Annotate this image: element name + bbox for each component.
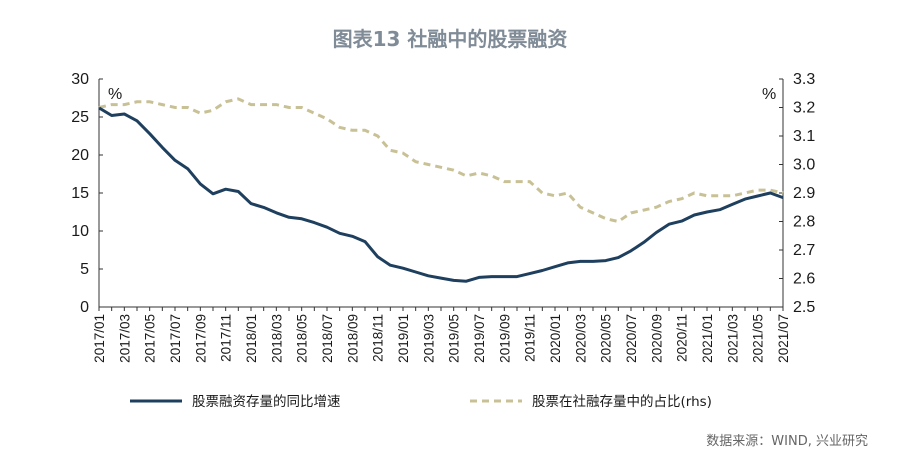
x-axis-tick-label: 2018/07: [320, 314, 335, 363]
x-axis-tick-label: 2018/05: [295, 314, 310, 363]
x-axis-tick-label: 2019/11: [523, 314, 538, 362]
x-axis-tick-label: 2017/11: [219, 314, 234, 362]
right-axis-tick-label: 3.1: [793, 128, 815, 145]
x-axis-tick-label: 2020/09: [649, 314, 664, 363]
series-line-growth: [98, 106, 784, 283]
x-axis-tick-label: 2021/01: [700, 314, 715, 363]
x-axis-tick-label: 2017/05: [143, 314, 158, 363]
right-axis-tick-label: 2.5: [793, 299, 815, 316]
right-axis-tick-label: 2.6: [793, 271, 815, 288]
left-axis-tick-label: 25: [71, 109, 89, 126]
source-note: 数据来源：WIND, 兴业研究: [706, 434, 868, 449]
x-axis-tick-label: 2017/03: [117, 314, 132, 363]
series-lines: [98, 97, 784, 283]
x-axis-tick-label: 2019/07: [472, 314, 487, 363]
x-axis-tick-label: 2019/01: [396, 314, 411, 363]
x-axis-tick-label: 2020/05: [599, 314, 614, 363]
left-axis-unit: %: [108, 86, 122, 103]
x-axis-tick-label: 2019/03: [421, 314, 436, 363]
x-axis-tick-label: 2021/03: [725, 314, 740, 363]
chart-title: 图表13 社融中的股票融资: [333, 27, 568, 51]
x-axis-tick-label: 2021/05: [751, 314, 766, 363]
x-axis-tick-label: 2018/09: [345, 314, 360, 363]
x-axis-tick-label: 2020/07: [624, 314, 639, 363]
right-axis-tick-label: 3.3: [793, 71, 815, 88]
left-axis-tick-label: 10: [71, 223, 89, 240]
x-axis-tick-label: 2019/09: [497, 314, 512, 363]
right-axis-tick-label: 2.9: [793, 185, 815, 202]
right-axis-tick-label: 3.2: [793, 100, 815, 117]
x-axis-tick-label: 2021/07: [776, 314, 791, 363]
ticks: 0 5 10 15 20 25 30 2.5 2.6 2.7 2.8 2.9 3.0 3.1 3.2 3.3 2…: [71, 71, 815, 363]
x-axis-tick-label: 2019/05: [447, 314, 462, 363]
legend: 股票融资存量的同比增速 股票在社融存量中的占比(rhs): [130, 394, 712, 410]
x-axis-tick-label: 2017/07: [168, 314, 183, 363]
left-axis-tick-label: 5: [80, 261, 89, 278]
x-axis-tick-label: 2020/11: [675, 314, 690, 362]
legend-label-series2: 股票在社融存量中的占比(rhs): [532, 394, 712, 410]
left-axis-tick-label: 30: [71, 71, 89, 88]
axes: [98, 79, 784, 308]
x-axis-tick-label: 2017/01: [92, 314, 107, 363]
series-line-share-rhs: [98, 97, 784, 224]
x-axis-tick-label: 2020/03: [573, 314, 588, 363]
x-axis-tick-label: 2018/11: [371, 314, 386, 362]
x-axis-tick-label: 2017/09: [193, 314, 208, 363]
right-axis-unit: %: [762, 86, 776, 103]
left-axis-tick-label: 15: [71, 185, 89, 202]
right-axis-tick-label: 3.0: [793, 157, 815, 174]
right-axis-tick-label: 2.7: [793, 242, 815, 259]
left-axis-tick-label: 20: [71, 147, 89, 164]
x-axis-tick-label: 2018/01: [244, 314, 259, 363]
x-axis-tick-label: 2020/01: [548, 314, 563, 363]
x-axis-tick-label: 2018/03: [269, 314, 284, 363]
right-axis-tick-label: 2.8: [793, 214, 815, 231]
left-axis-tick-label: 0: [80, 299, 89, 316]
legend-label-series1: 股票融资存量的同比增速: [192, 394, 341, 410]
